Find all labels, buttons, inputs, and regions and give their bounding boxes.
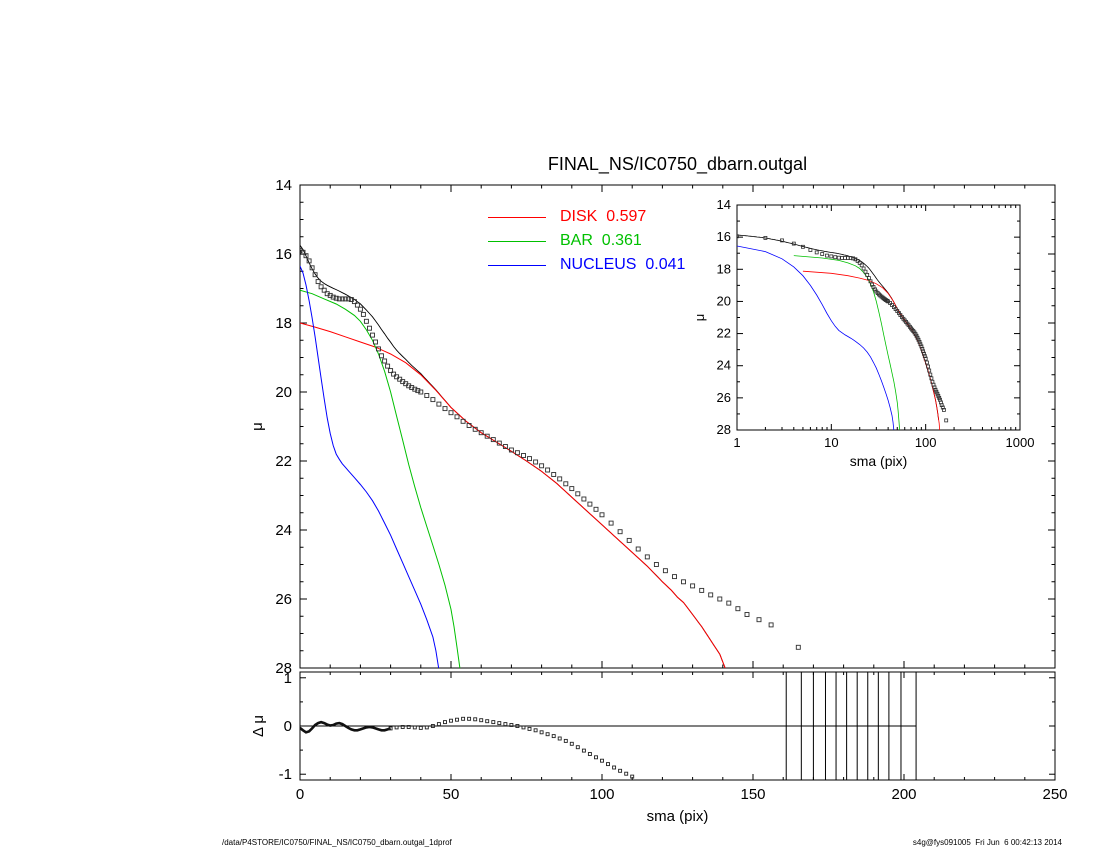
svg-text:100: 100 (589, 786, 614, 803)
svg-text:18: 18 (717, 261, 731, 276)
legend-label-disk: DISK 0.597 (560, 208, 647, 225)
svg-text:150: 150 (740, 786, 765, 803)
svg-text:0: 0 (284, 718, 292, 735)
svg-text:28: 28 (275, 660, 292, 677)
galaxy-data-points (300, 248, 801, 650)
svg-text:24: 24 (275, 522, 292, 539)
outer-annuli-vertical-lines (785, 672, 917, 780)
legend-label-nucleus: NUCLEUS 0.041 (560, 256, 686, 273)
main-y-tick-labels: 14 16 18 20 22 24 26 28 (275, 177, 292, 677)
residual-x-tick-labels: 0 50 100 150 200 250 (296, 786, 1068, 803)
inset-plot: 1 10 100 1000 14 16 18 20 22 24 26 28 sma (pix) μ (692, 197, 1034, 469)
nucleus-line (300, 265, 440, 668)
residual-inner-curve (300, 720, 392, 734)
inset-bar-line (793, 255, 901, 430)
svg-text:200: 200 (891, 786, 916, 803)
svg-text:20: 20 (275, 384, 292, 401)
svg-text:1: 1 (733, 435, 740, 450)
plot-title: FINAL_NS/IC0750_dbarn.outgal (547, 154, 808, 174)
svg-text:24: 24 (717, 358, 731, 373)
inset-x-axis-label: sma (pix) (850, 453, 908, 469)
legend-line-nucleus (488, 264, 546, 266)
main-plot: 14 16 18 20 22 24 26 28 μ (249, 177, 1056, 677)
inset-x-tick-labels: 1 10 100 1000 (733, 435, 1034, 450)
legend-line-disk (488, 216, 546, 218)
svg-text:22: 22 (275, 453, 292, 470)
main-y-axis-label: μ (249, 422, 266, 431)
inset-y-tick-labels: 14 16 18 20 22 24 26 28 (717, 197, 731, 437)
svg-text:26: 26 (275, 591, 292, 608)
svg-text:100: 100 (915, 435, 937, 450)
bar-line (300, 289, 461, 668)
footer-file-path: /data/P4STORE/IC0750/FINAL_NS/IC0750_dba… (222, 838, 452, 847)
inset-series (737, 234, 949, 430)
residual-data-points (388, 716, 635, 779)
legend-item-nucleus: NUCLEUS 0.041 (488, 253, 685, 277)
svg-text:-1: -1 (279, 766, 292, 783)
svg-text:16: 16 (275, 246, 292, 263)
residual-series (300, 672, 917, 780)
svg-text:18: 18 (275, 315, 292, 332)
inset-nucleus-line (737, 245, 895, 430)
footer-user-timestamp: s4g@fys091005 Fri Jun 6 00:42:13 2014 (912, 838, 1062, 847)
inset-galaxy-data-points (737, 234, 949, 423)
svg-text:14: 14 (717, 197, 731, 212)
legend-item-disk: DISK 0.597 (488, 205, 685, 229)
svg-text:28: 28 (717, 422, 731, 437)
svg-text:0: 0 (296, 786, 304, 803)
svg-text:20: 20 (717, 293, 731, 308)
svg-text:1000: 1000 (1006, 435, 1035, 450)
legend-line-bar (488, 240, 546, 242)
legend-label-bar: BAR 0.361 (560, 232, 642, 249)
svg-text:250: 250 (1042, 786, 1067, 803)
svg-text:50: 50 (443, 786, 460, 803)
legend: DISK 0.597 BAR 0.361 NUCLEUS 0.041 (488, 205, 685, 277)
svg-text:14: 14 (275, 177, 292, 194)
legend-item-bar: BAR 0.361 (488, 229, 685, 253)
main-series (300, 245, 801, 668)
residual-x-axis-label: sma (pix) (647, 808, 709, 825)
residual-y-tick-labels: -1 0 1 (279, 670, 292, 783)
svg-text:10: 10 (824, 435, 838, 450)
svg-text:26: 26 (717, 390, 731, 405)
disk-line (300, 322, 726, 668)
svg-text:22: 22 (717, 326, 731, 341)
svg-text:16: 16 (717, 229, 731, 244)
residual-y-axis-label: Δ μ (250, 715, 267, 737)
svg-text:1: 1 (284, 670, 292, 687)
inset-y-axis-label: μ (692, 314, 707, 322)
total-model-line (300, 245, 726, 668)
